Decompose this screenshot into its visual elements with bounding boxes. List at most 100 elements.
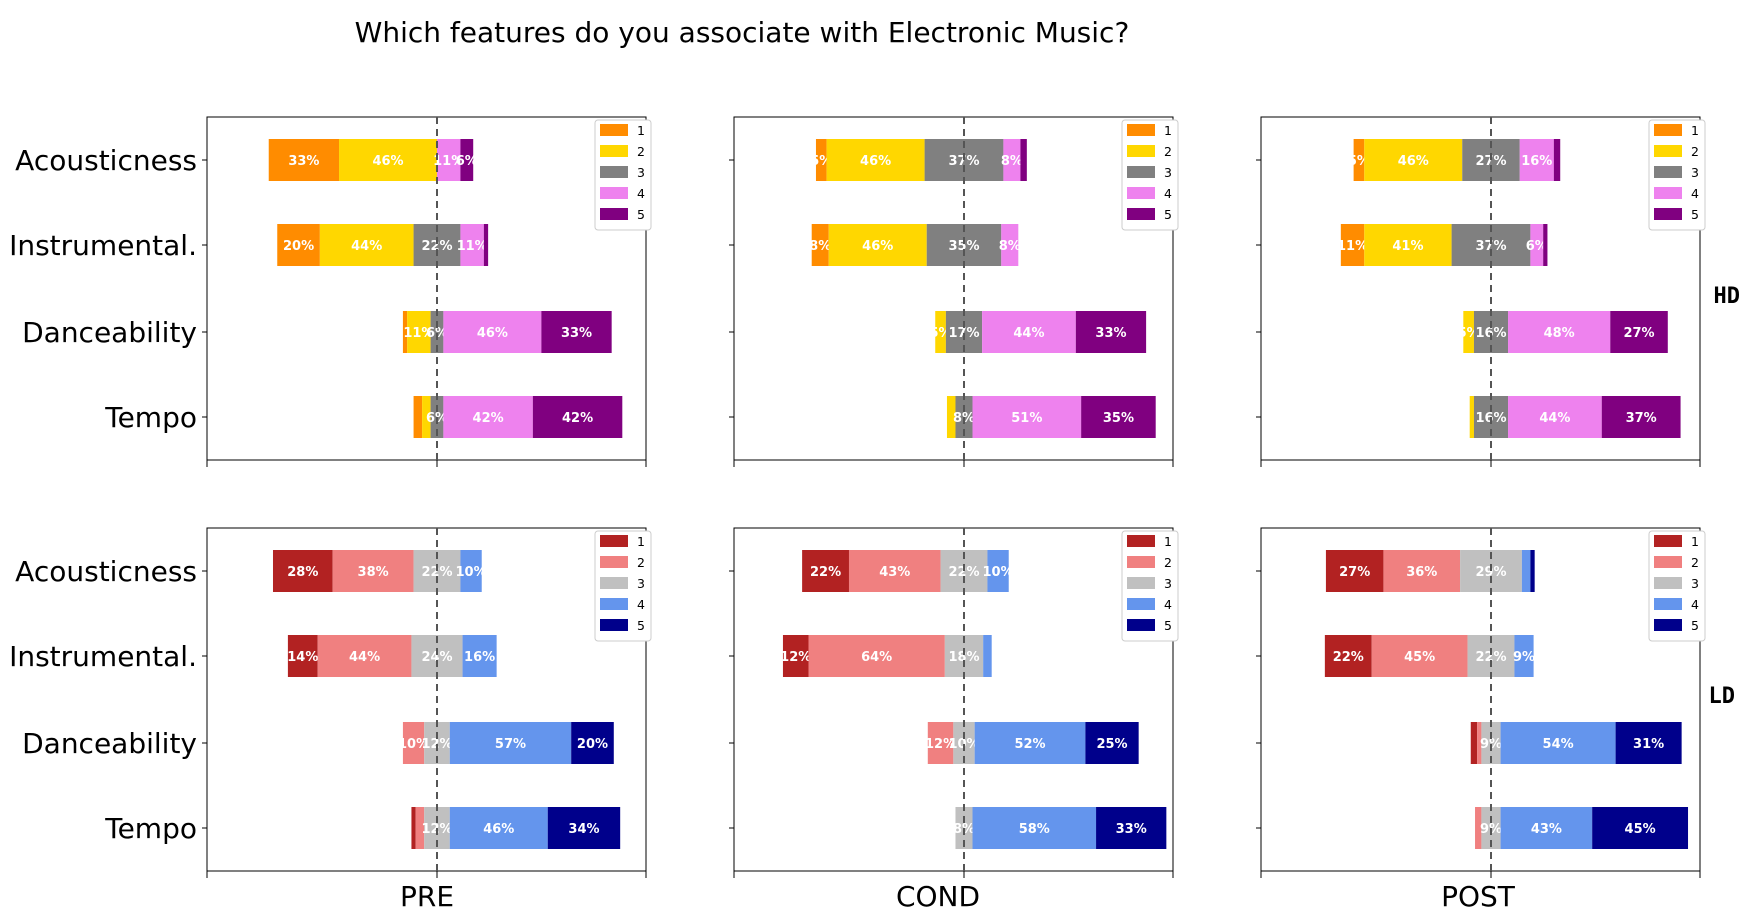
bar-segment-1 bbox=[272, 550, 333, 592]
bar-value-label: 46% bbox=[860, 154, 891, 169]
bar-segment-2 bbox=[1477, 722, 1482, 764]
bar-value-label: 31% bbox=[1633, 737, 1664, 752]
bar-value-label: 33% bbox=[288, 154, 319, 169]
category-label: Tempo bbox=[104, 812, 197, 845]
bar-value-label: 46% bbox=[1398, 154, 1429, 169]
bar-value-label: 37% bbox=[948, 154, 979, 169]
bar-segment-1 bbox=[815, 139, 827, 181]
bar-segment-4 bbox=[974, 722, 1086, 764]
bar-segment-5 bbox=[1610, 311, 1668, 353]
bar-segment-2 bbox=[1475, 807, 1482, 849]
bar-segment-3 bbox=[1481, 722, 1501, 764]
legend: 1 2 3 4 5 bbox=[1121, 119, 1179, 231]
bar-value-label: 22% bbox=[948, 565, 979, 580]
bar-value-label: 14% bbox=[287, 650, 318, 665]
bar-value-label: 64% bbox=[861, 650, 892, 665]
bar-segment-4 bbox=[1500, 722, 1616, 764]
bar-value-label: 11% bbox=[457, 239, 488, 254]
bar-value-label: 35% bbox=[948, 239, 979, 254]
bar-segment-4 bbox=[1003, 139, 1021, 181]
bar-value-label: 41% bbox=[1392, 239, 1423, 254]
panel-frame bbox=[1260, 116, 1701, 461]
category-label: Danceability bbox=[22, 727, 197, 760]
bar-segment-4 bbox=[443, 311, 542, 353]
legend-label-4: 4 bbox=[637, 186, 645, 201]
legend-swatch-1 bbox=[1127, 124, 1155, 136]
legend: 1 2 3 4 5 bbox=[594, 530, 652, 642]
bar-value-label: 11% bbox=[403, 326, 434, 341]
legend-label-4: 4 bbox=[1164, 597, 1172, 612]
bar-value-label: 37% bbox=[1475, 239, 1506, 254]
category-label: Acousticness bbox=[15, 555, 197, 588]
legend-swatch-1 bbox=[600, 535, 628, 547]
bar-segment-4 bbox=[972, 807, 1097, 849]
bar-value-label: 11% bbox=[433, 154, 464, 169]
bar-segment-2 bbox=[848, 550, 941, 592]
panel-ld-pre: Acousticness 28% 38% 22% 10% Instrumental. 14%… bbox=[9, 527, 652, 878]
bar-segment-1 bbox=[411, 807, 416, 849]
legend: 1 2 3 4 5 bbox=[1648, 119, 1706, 231]
bar-value-label: 46% bbox=[372, 154, 403, 169]
bar-value-label: 46% bbox=[477, 326, 508, 341]
legend-label-2: 2 bbox=[1691, 144, 1699, 159]
legend-swatch-5 bbox=[600, 619, 628, 631]
bar-segment-2 bbox=[407, 311, 431, 353]
legend-swatch-4 bbox=[1127, 187, 1155, 199]
bar-segment-1 bbox=[1470, 722, 1478, 764]
bar-value-label: 28% bbox=[287, 565, 318, 580]
legend: 1 2 3 4 5 bbox=[594, 119, 652, 231]
bar-segment-4 bbox=[987, 550, 1009, 592]
bar-segment-4 bbox=[1521, 550, 1531, 592]
legend-swatch-3 bbox=[600, 166, 628, 178]
legend-label-1: 1 bbox=[637, 123, 645, 138]
bar-segment-5 bbox=[1075, 311, 1147, 353]
legend-swatch-5 bbox=[600, 208, 628, 220]
bar-value-label: 42% bbox=[562, 411, 593, 426]
bar-value-label: 44% bbox=[1539, 411, 1570, 426]
category-label: Danceability bbox=[22, 316, 197, 349]
bar-segment-5 bbox=[1530, 550, 1535, 592]
bar-value-label: 57% bbox=[495, 737, 526, 752]
bar-segment-2 bbox=[935, 311, 946, 353]
group-label-ld: LD bbox=[1709, 684, 1736, 709]
bar-value-label: 8% bbox=[1001, 154, 1023, 169]
legend-label-5: 5 bbox=[1691, 618, 1699, 633]
legend-label-5: 5 bbox=[637, 207, 645, 222]
bar-segment-2 bbox=[826, 139, 925, 181]
bar-value-label: 12% bbox=[925, 737, 956, 752]
bar-value-label: 27% bbox=[1623, 326, 1654, 341]
bar-segment-2 bbox=[332, 550, 414, 592]
panel-frame bbox=[206, 116, 647, 461]
bar-segment-4 bbox=[437, 139, 461, 181]
legend-label-1: 1 bbox=[1164, 123, 1172, 138]
category-label: Instrumental. bbox=[9, 640, 197, 673]
bar-value-label: 44% bbox=[349, 650, 380, 665]
bar-value-label: 36% bbox=[1406, 565, 1437, 580]
panel-frame bbox=[733, 527, 1174, 872]
bar-value-label: 9% bbox=[1513, 650, 1535, 665]
bar-segment-4 bbox=[1514, 635, 1534, 677]
bar-segment-5 bbox=[1543, 224, 1548, 266]
legend: 1 2 3 4 5 bbox=[1121, 530, 1179, 642]
legend-swatch-4 bbox=[1654, 187, 1682, 199]
legend-label-5: 5 bbox=[637, 618, 645, 633]
legend-swatch-5 bbox=[1654, 208, 1682, 220]
legend-label-2: 2 bbox=[637, 144, 645, 159]
bar-segment-4 bbox=[449, 722, 572, 764]
bar-value-label: 6% bbox=[1526, 239, 1548, 254]
legend-swatch-2 bbox=[1654, 556, 1682, 568]
bar-segment-2 bbox=[828, 224, 927, 266]
bar-segment-5 bbox=[1096, 807, 1167, 849]
bar-value-label: 27% bbox=[1475, 154, 1506, 169]
legend-label-4: 4 bbox=[1691, 597, 1699, 612]
column-label-post: POST bbox=[1441, 880, 1516, 913]
legend-label-1: 1 bbox=[1691, 534, 1699, 549]
panel-frame bbox=[206, 527, 647, 872]
bar-segment-4 bbox=[1001, 224, 1019, 266]
bar-segment-4 bbox=[1519, 139, 1554, 181]
bar-value-label: 8% bbox=[999, 239, 1021, 254]
bar-value-label: 52% bbox=[1014, 737, 1045, 752]
bar-value-label: 33% bbox=[1095, 326, 1126, 341]
bar-value-label: 6% bbox=[456, 154, 478, 169]
bar-segment-5 bbox=[541, 311, 612, 353]
